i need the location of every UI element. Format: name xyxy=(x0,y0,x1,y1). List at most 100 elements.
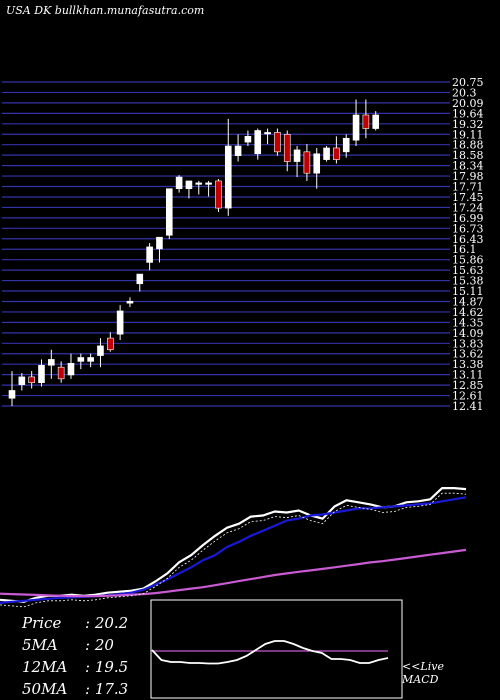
candle xyxy=(333,136,340,164)
y-tick-label: 14.87 xyxy=(452,295,484,308)
candle-body xyxy=(136,273,144,285)
candle xyxy=(293,146,301,178)
candle-body xyxy=(126,300,134,304)
ma50-line xyxy=(0,548,467,598)
candle-body xyxy=(87,357,94,362)
y-tick-label: 13.11 xyxy=(452,369,484,382)
y-tick-label: 16.73 xyxy=(452,222,484,235)
y-tick-label: 20.75 xyxy=(452,76,484,89)
candle-body xyxy=(215,180,222,209)
candle xyxy=(283,130,291,172)
stat-5ma: 5MA: 20 xyxy=(22,636,114,654)
candle-body xyxy=(224,145,232,209)
y-tick-label: 19.64 xyxy=(452,107,484,120)
candle-body xyxy=(195,182,203,185)
candle xyxy=(38,359,45,387)
candle xyxy=(156,236,163,263)
candle-body xyxy=(146,246,153,263)
candle-body xyxy=(264,132,271,135)
y-tick-label: 16.1 xyxy=(452,243,477,256)
macd-line xyxy=(151,640,389,665)
y-tick-label: 14.62 xyxy=(452,306,484,319)
candle-body xyxy=(175,176,183,190)
macd-panel xyxy=(150,599,403,699)
candle-body xyxy=(362,114,370,129)
candle-body xyxy=(293,149,301,162)
candle xyxy=(57,361,65,383)
y-tick-label: 15.11 xyxy=(452,285,484,298)
candle xyxy=(67,353,75,379)
candle xyxy=(107,332,114,352)
candle-body xyxy=(352,114,360,141)
candle xyxy=(28,371,35,389)
candle-body xyxy=(274,132,281,153)
y-tick-label: 12.85 xyxy=(452,379,484,392)
candle xyxy=(244,130,252,147)
stats-panel: Price: 20.2 5MA: 20 12MA: 19.5 50MA: 17.… xyxy=(22,612,128,700)
candle xyxy=(342,134,350,158)
y-tick-label: 12.61 xyxy=(452,390,484,403)
y-tick-label: 18.58 xyxy=(452,149,484,162)
candle-body xyxy=(18,376,26,385)
candle-body xyxy=(372,114,380,129)
y-tick-label: 19.32 xyxy=(452,118,484,131)
candle xyxy=(303,144,311,181)
y-tick-label: 18.34 xyxy=(452,160,484,173)
candle xyxy=(352,99,360,147)
candle-body xyxy=(283,134,291,162)
candle-body xyxy=(67,363,75,376)
y-tick-label: 13.83 xyxy=(452,337,484,350)
candle-body xyxy=(165,188,173,236)
candle xyxy=(185,180,193,199)
y-tick-label: 16.99 xyxy=(452,212,484,225)
candle xyxy=(264,128,271,145)
ma12-line xyxy=(0,496,467,604)
ma20-line xyxy=(0,492,467,608)
candle xyxy=(18,373,26,391)
macd-frame xyxy=(150,599,403,699)
candle-body xyxy=(48,359,55,366)
candle xyxy=(215,179,222,212)
candle xyxy=(362,99,370,139)
y-tick-label: 20.3 xyxy=(452,86,477,99)
candle-body xyxy=(303,151,311,174)
moving-averages xyxy=(0,487,467,608)
candle xyxy=(195,180,203,195)
y-tick-label: 13.62 xyxy=(452,348,484,361)
candle-body xyxy=(205,182,212,185)
candle xyxy=(165,188,173,240)
candle-body xyxy=(333,147,340,160)
candle-body xyxy=(234,145,242,157)
candle xyxy=(146,243,153,271)
candle-body xyxy=(313,153,321,174)
candle-body xyxy=(97,345,104,356)
y-tick-label: 15.63 xyxy=(452,264,484,277)
y-tick-label: 17.45 xyxy=(452,191,484,204)
y-tick-label: 15.86 xyxy=(452,254,484,267)
candle-body xyxy=(28,376,35,384)
candle xyxy=(126,297,134,308)
y-tick-label: 17.98 xyxy=(452,170,484,183)
price-axis-labels: 20.7520.320.0919.6419.3219.1118.8818.581… xyxy=(452,76,484,413)
y-tick-label: 16.43 xyxy=(452,233,484,246)
candles xyxy=(8,99,380,406)
live-macd-link[interactable]: <<Live MACD xyxy=(402,660,444,686)
candle-body xyxy=(38,364,45,384)
candle xyxy=(136,273,144,292)
y-tick-label: 15.38 xyxy=(452,275,484,288)
candle-body xyxy=(8,390,16,399)
candle xyxy=(116,305,124,341)
candle-body xyxy=(254,130,262,155)
y-tick-label: 12.41 xyxy=(452,400,484,413)
candle xyxy=(313,147,321,189)
candle-body xyxy=(77,357,85,362)
candle xyxy=(48,349,55,379)
candle-body xyxy=(342,137,350,153)
stat-50ma: 50MA: 17.3 xyxy=(22,680,129,698)
candle xyxy=(8,371,16,406)
y-tick-label: 13.38 xyxy=(452,358,484,371)
y-tick-label: 14.09 xyxy=(452,327,484,340)
candle-body xyxy=(57,366,65,380)
candle xyxy=(77,353,85,370)
